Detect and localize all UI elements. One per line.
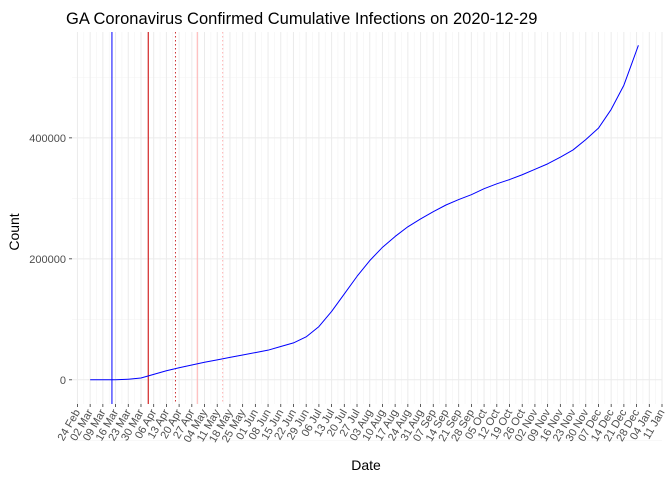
y-tick-label: 0	[60, 375, 66, 387]
series-line	[90, 45, 639, 381]
y-tick-label: 200000	[29, 254, 66, 266]
series-layer	[90, 45, 639, 381]
y-axis-title: Count	[6, 213, 22, 250]
minor-gridlines	[72, 32, 662, 441]
y-tick-label: 400000	[29, 133, 66, 145]
chart-title: GA Coronavirus Confirmed Cumulative Infe…	[66, 10, 537, 28]
major-gridlines	[72, 32, 663, 404]
reference-lines	[111, 32, 224, 404]
x-axis-title: Date	[351, 457, 381, 473]
y-axis-ticks: 0 200000 400000	[29, 133, 72, 387]
